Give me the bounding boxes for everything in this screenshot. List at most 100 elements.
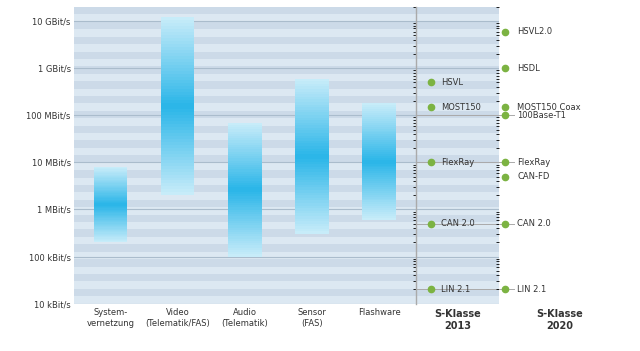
Bar [161,88,195,92]
Bar [295,112,329,115]
Bar [295,219,329,221]
Bar [93,201,127,202]
Bar [295,193,329,195]
Bar [416,282,499,289]
Bar [161,86,195,88]
Bar [74,66,416,74]
Bar [161,133,195,136]
Bar [161,74,195,77]
Text: CAN-FD: CAN-FD [518,172,550,181]
Bar [416,230,499,237]
Bar [228,129,262,132]
Bar [416,207,499,214]
Bar [161,174,195,178]
Bar [295,172,329,174]
Bar [416,148,499,155]
Bar [295,208,329,211]
Text: 100Base-T1: 100Base-T1 [518,111,566,120]
Bar [161,186,195,190]
Bar [93,208,127,210]
Bar [228,181,262,183]
Bar [295,226,329,229]
Bar [228,152,262,154]
Bar [416,126,499,133]
Bar [161,168,195,172]
Bar [161,92,195,94]
Bar [416,170,499,178]
Bar [74,244,416,252]
Bar [93,241,127,243]
Bar [161,151,195,154]
Bar [228,196,262,199]
Bar [74,140,416,148]
Bar [228,250,262,252]
Bar [362,218,396,220]
Bar [295,99,329,102]
Bar [295,128,329,131]
Bar [295,169,329,172]
Bar [161,106,195,110]
Bar [93,177,127,178]
Bar [295,131,329,133]
Bar [295,138,329,141]
Bar [228,192,262,194]
Bar [362,161,396,164]
Bar [295,79,329,81]
Bar [228,122,262,125]
Bar [74,163,416,170]
Bar [416,200,499,207]
Bar [93,170,127,171]
Bar [161,98,195,100]
Bar [295,105,329,107]
Bar [295,89,329,92]
Bar [228,165,262,167]
Bar [74,252,416,259]
Bar [228,143,262,145]
Bar [93,194,127,196]
Bar [161,110,195,112]
Bar [362,107,396,109]
Bar [295,167,329,169]
Bar [416,118,499,126]
Bar [295,224,329,226]
Bar [295,180,329,182]
Bar [228,230,262,232]
Bar [74,214,416,222]
Bar [362,111,396,113]
Bar [93,224,127,225]
Bar [295,157,329,159]
Text: LIN 2.1: LIN 2.1 [518,285,547,294]
Bar [228,254,262,257]
Bar [295,198,329,200]
Bar [161,166,195,168]
Bar [295,115,329,118]
Bar [161,104,195,106]
Bar [228,158,262,160]
Bar [74,296,416,304]
Bar [93,207,127,208]
Bar [362,134,396,136]
Bar [228,145,262,147]
Bar [416,266,499,274]
Bar [362,171,396,173]
Bar [228,221,262,223]
Bar [93,183,127,185]
Bar [228,187,262,190]
Bar [362,105,396,107]
Bar [161,112,195,115]
Bar [74,7,416,14]
Bar [93,211,127,212]
Bar [161,38,195,41]
Bar [228,219,262,221]
Bar [161,121,195,124]
Bar [416,222,499,230]
Bar [295,107,329,110]
Bar [362,197,396,199]
Bar [161,24,195,26]
Bar [228,225,262,227]
Bar [93,240,127,241]
Bar [295,151,329,154]
Bar [228,185,262,187]
Bar [93,196,127,197]
Bar [161,26,195,29]
